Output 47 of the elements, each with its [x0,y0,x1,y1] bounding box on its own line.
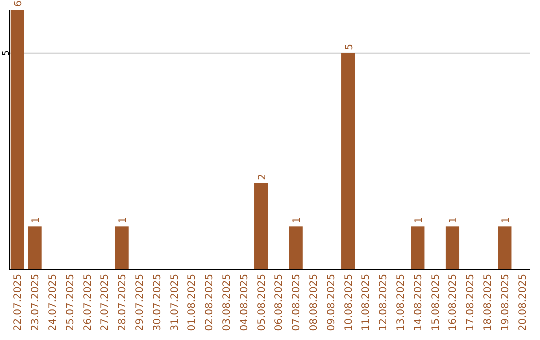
x-tick-label: 31.07.2025 [170,274,181,332]
bar [498,226,512,270]
x-tick-label: 06.08.2025 [274,274,286,332]
x-tick-label: 04.08.2025 [239,274,250,332]
x-tick-label: 23.07.2025 [30,274,42,332]
data-label: 1 [292,217,304,224]
x-tick-label: 14.08.2025 [413,274,424,332]
bar [342,53,356,270]
x-tick-label: 25.07.2025 [65,274,76,332]
data-label: 5 [344,44,356,50]
x-tick-label: 18.08.2025 [483,274,494,332]
x-tick-label: 02.08.2025 [204,274,216,332]
x-tick-label: 10.08.2025 [344,274,355,332]
data-label: 6 [14,0,25,7]
x-tick-label: 07.08.2025 [292,274,303,332]
x-tick-label: 28.07.2025 [118,274,129,332]
x-tick-label: 22.07.2025 [13,274,24,332]
data-label: 1 [31,217,42,224]
x-tick-label: 20.08.2025 [518,274,529,332]
bar [115,226,129,270]
x-tick-label: 16.08.2025 [448,274,460,332]
bar [411,226,425,270]
x-tick-label: 29.07.2025 [134,274,146,332]
bar [446,226,460,270]
data-label: 1 [414,217,425,224]
bar [28,226,42,270]
data-label: 1 [118,217,130,224]
x-tick-label: 24.07.2025 [48,274,59,332]
bar [254,183,268,270]
data-label: 1 [448,217,460,224]
x-tick-label: 13.08.2025 [396,274,408,332]
x-tick-label: 05.08.2025 [256,274,268,332]
x-tick-label: 08.08.2025 [309,274,320,332]
x-tick-label: 03.08.2025 [222,274,233,332]
x-tick-label: 27.07.2025 [100,274,112,332]
data-label: 2 [257,174,268,180]
x-tick-label: 09.08.2025 [326,274,338,332]
data-label: 1 [500,217,512,224]
x-tick-label: 17.08.2025 [466,274,477,332]
x-tick-label: 19.08.2025 [500,274,512,332]
x-tick-label: 30.07.2025 [152,274,164,332]
x-tick-label: 01.08.2025 [187,274,198,332]
x-tick-label: 11.08.2025 [361,274,372,332]
x-tick-label: 15.08.2025 [430,274,442,332]
x-tick-label: 12.08.2025 [378,274,390,332]
x-tick-label: 26.07.2025 [82,274,94,332]
bar [289,226,303,270]
